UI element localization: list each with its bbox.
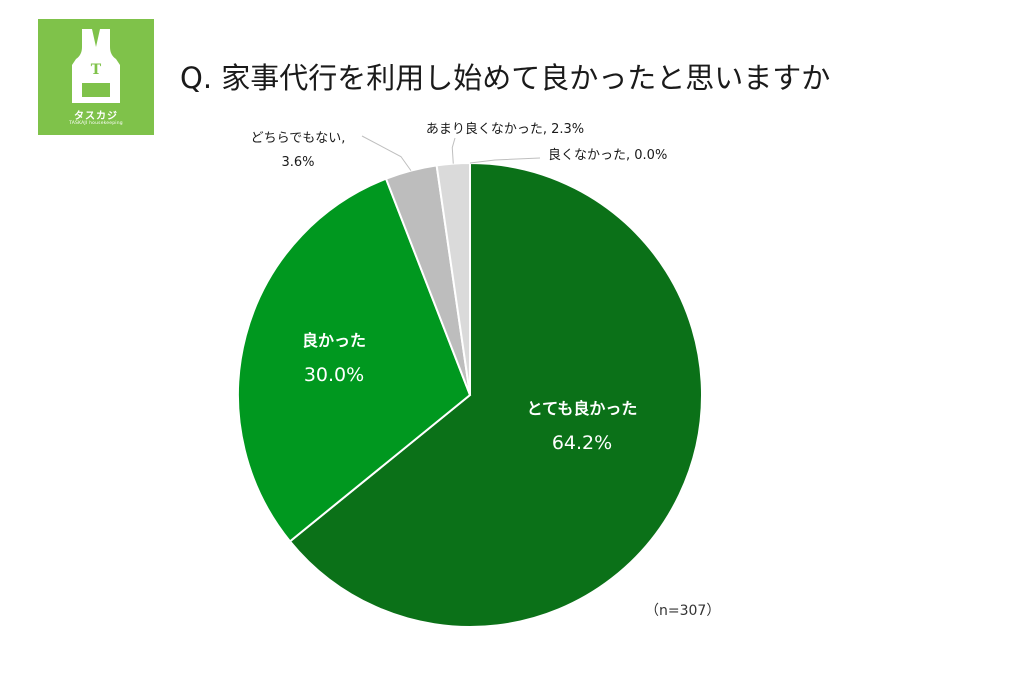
brand-name: タスカジ <box>74 111 118 122</box>
pie-slice <box>288 161 703 628</box>
page-title: Q. 家事代行を利用し始めて良かったと思いますか <box>180 61 831 95</box>
pie-slice <box>237 177 472 543</box>
slice-value: 3.6% <box>281 155 314 170</box>
leader-line <box>361 135 412 171</box>
slice-label: とても良かった <box>527 399 638 418</box>
slice-label: 良かった <box>302 331 366 350</box>
slice-value: 64.2% <box>552 432 612 454</box>
brand-logo: T タスカジ TASKAJI housekeeping <box>38 19 154 135</box>
leader-line <box>451 137 456 164</box>
logo-letter: T <box>91 62 102 78</box>
sample-size-note: （n=307） <box>645 603 721 619</box>
brand-subtitle: TASKAJI housekeeping <box>69 121 123 126</box>
slice-label: 良くなかった, 0.0% <box>548 147 667 163</box>
apron-icon: T <box>72 29 120 103</box>
slice-value: 30.0% <box>304 364 364 386</box>
pie-slice <box>435 161 471 396</box>
slice-label: あまり良くなかった, 2.3% <box>426 121 584 137</box>
slice-label: どちらでもない, <box>251 131 346 146</box>
leader-line <box>469 157 541 164</box>
